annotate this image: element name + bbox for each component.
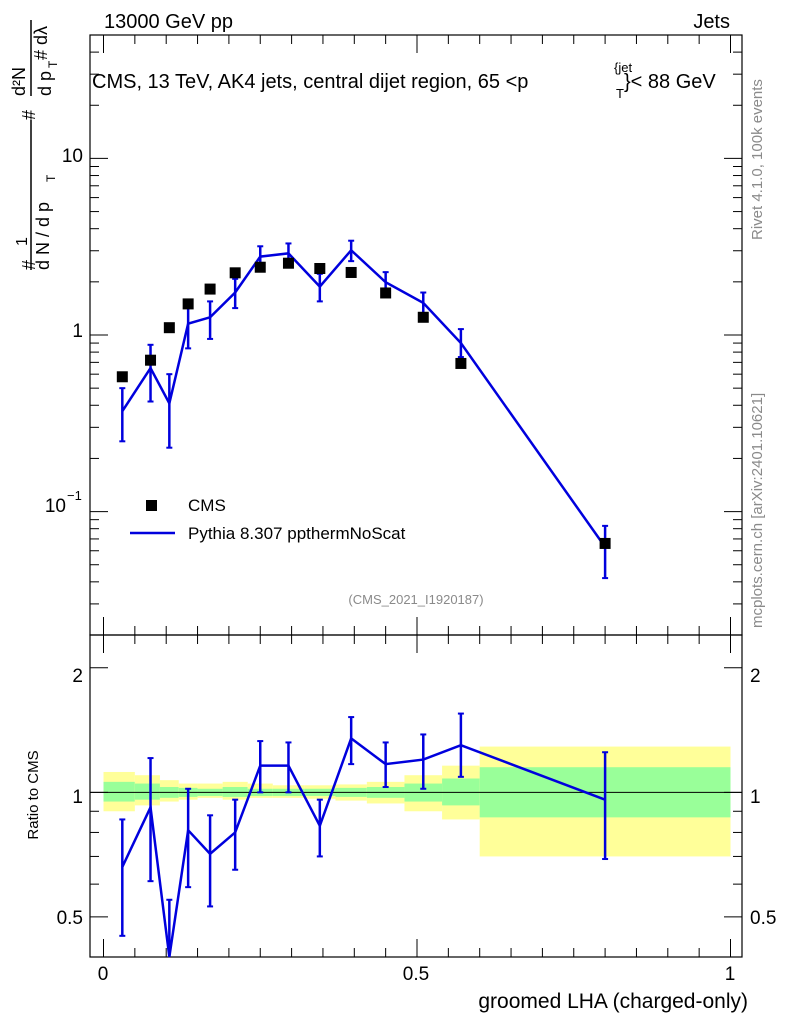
main-ticks	[90, 34, 742, 636]
plot-title-sup: {jet	[614, 60, 632, 75]
data-point	[229, 267, 241, 279]
plot-title-end: }< 88 GeV	[624, 71, 716, 93]
legend: CMS Pythia 8.307 ppthermNoScat	[130, 496, 406, 543]
ratio-plot-frame	[89, 634, 743, 958]
ratio-ytick-0p5: 0.5	[57, 908, 83, 929]
main-y-tick-labels: 10 1 10 −1	[45, 146, 83, 517]
svg-text:T: T	[44, 174, 58, 182]
data-point	[182, 298, 194, 310]
svg-text:#: #	[19, 110, 39, 120]
ratio-ytick-2: 2	[72, 666, 83, 687]
plot-title-sub: T	[616, 86, 624, 101]
svg-text:1: 1	[14, 237, 31, 246]
ratio-y-tick-labels: 2 1 0.5 2 1 0.5	[57, 666, 777, 929]
legend-data-label: CMS	[188, 496, 226, 515]
stat-uncertainty-band	[103, 781, 135, 802]
main-ytick-0p1-exp: −1	[67, 488, 82, 503]
ratio-mc-series	[119, 712, 609, 958]
data-point	[145, 354, 157, 366]
svg-text:#: #	[19, 260, 39, 270]
ratio-ytick-0p5-right: 0.5	[750, 908, 776, 929]
ratio-y-axis-label: Ratio to CMS	[25, 750, 42, 839]
x-axis-label: groomed LHA (charged-only)	[478, 990, 748, 1013]
legend-mc-label: Pythia 8.307 ppthermNoScat	[188, 524, 406, 543]
data-point	[163, 322, 175, 334]
data-point	[345, 266, 357, 278]
main-ytick-1: 1	[72, 321, 83, 342]
rivet-version-label: Rivet 4.1.0, 100k events	[749, 79, 766, 240]
svg-text:T: T	[46, 60, 60, 68]
main-data-series	[116, 257, 611, 549]
data-point	[455, 357, 467, 369]
svg-text:# dλ: # dλ	[31, 26, 51, 60]
ratio-ytick-1-right: 1	[750, 787, 761, 808]
data-point	[116, 371, 128, 383]
energy-label: 13000 GeV pp	[104, 11, 233, 33]
data-point	[417, 311, 429, 323]
main-ytick-0p1: 10	[45, 496, 66, 517]
ratio-ytick-1: 1	[72, 787, 83, 808]
svg-text:d²N: d²N	[9, 67, 29, 96]
xtick-0: 0	[98, 964, 109, 985]
main-ytick-10: 10	[62, 146, 83, 167]
mcplots-label: mcplots.cern.ch [arXiv:2401.10621]	[749, 393, 766, 628]
xtick-1: 1	[725, 964, 736, 985]
legend-data-marker	[146, 500, 157, 511]
jets-label: Jets	[693, 11, 730, 33]
analysis-watermark: (CMS_2021_I1920187)	[348, 592, 483, 607]
xtick-0p5: 0.5	[403, 964, 429, 985]
data-point	[314, 263, 326, 275]
plot-title: CMS, 13 TeV, AK4 jets, central dijet reg…	[92, 71, 528, 93]
stat-uncertainty-band	[134, 783, 160, 800]
x-tick-labels: 0 0.5 1	[98, 964, 736, 985]
svg-text:d p: d p	[35, 71, 55, 96]
svg-text:d N / d p: d N / d p	[33, 202, 53, 270]
data-point	[599, 537, 611, 549]
ratio-mc-line	[121, 736, 606, 958]
data-point	[282, 257, 294, 269]
mc-line	[121, 248, 607, 548]
data-point	[254, 261, 266, 273]
ratio-ticks	[90, 635, 742, 958]
data-point	[204, 283, 216, 295]
main-y-axis-label: # 1 d N / d p T # d²N d p T # dλ	[9, 20, 60, 270]
ratio-ytick-2-right: 2	[750, 666, 761, 687]
data-point	[380, 287, 392, 299]
